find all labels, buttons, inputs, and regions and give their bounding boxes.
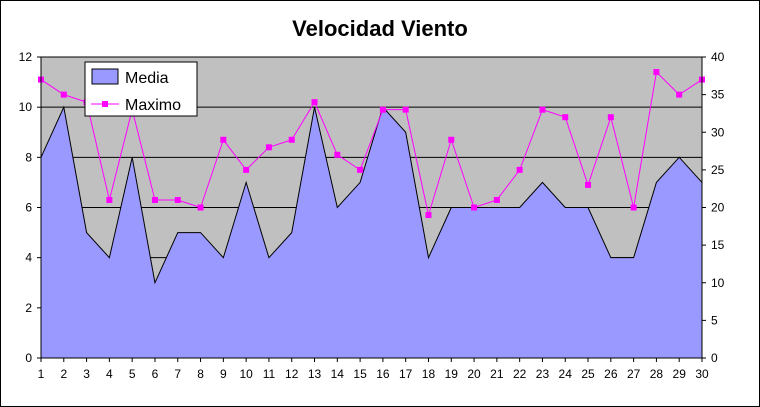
x-tick-label-8: 8: [197, 367, 204, 381]
maximo-marker-23: [539, 106, 546, 113]
legend-label-media: Media: [125, 70, 169, 87]
x-tick-label-3: 3: [83, 367, 90, 381]
x-tick-label-7: 7: [174, 367, 181, 381]
maximo-marker-20: [471, 204, 478, 211]
x-tick-label-9: 9: [220, 367, 227, 381]
maximo-marker-4: [106, 196, 113, 203]
x-tick-label-16: 16: [376, 367, 390, 381]
maximo-marker-29: [676, 91, 683, 98]
right-tick-label-20: 20: [711, 201, 725, 215]
right-tick-label-15: 15: [711, 238, 725, 252]
x-tick-label-22: 22: [513, 367, 527, 381]
right-tick-label-0: 0: [711, 351, 718, 365]
chart-title: Velocidad Viento: [292, 16, 468, 41]
maximo-marker-26: [607, 114, 614, 121]
right-tick-label-40: 40: [711, 50, 725, 64]
right-tick-label-30: 30: [711, 125, 725, 139]
left-tick-label-4: 4: [25, 251, 32, 265]
maximo-marker-16: [379, 106, 386, 113]
maximo-marker-11: [265, 144, 272, 151]
legend-marker-maximo: [102, 101, 108, 107]
x-tick-label-15: 15: [353, 367, 367, 381]
maximo-marker-6: [151, 196, 158, 203]
x-tick-label-1: 1: [38, 367, 45, 381]
x-tick-label-25: 25: [581, 367, 595, 381]
x-tick-label-14: 14: [331, 367, 345, 381]
x-tick-label-6: 6: [152, 367, 159, 381]
maximo-line: [40, 71, 703, 218]
x-tick-label-11: 11: [263, 367, 276, 381]
x-tick-label-30: 30: [695, 367, 709, 381]
x-tick-label-4: 4: [106, 367, 113, 381]
maximo-marker-7: [174, 196, 181, 203]
x-tick-label-29: 29: [673, 367, 687, 381]
maximo-marker-2: [60, 91, 67, 98]
maximo-marker-9: [220, 136, 227, 143]
right-tick-label-25: 25: [711, 163, 725, 177]
x-tick-label-10: 10: [239, 367, 253, 381]
maximo-marker-24: [562, 114, 569, 121]
maximo-marker-17: [402, 106, 409, 113]
right-tick-label-5: 5: [711, 313, 718, 327]
left-tick-label-2: 2: [25, 301, 32, 315]
x-tick-label-19: 19: [445, 367, 459, 381]
maximo-marker-8: [197, 204, 204, 211]
left-tick-label-8: 8: [25, 150, 32, 164]
left-tick-label-10: 10: [19, 100, 33, 114]
left-tick-label-0: 0: [25, 351, 32, 365]
x-tick-label-21: 21: [490, 367, 504, 381]
x-tick-label-18: 18: [422, 367, 436, 381]
left-tick-label-12: 12: [19, 50, 33, 64]
x-tick-label-20: 20: [467, 367, 481, 381]
maximo-marker-14: [334, 151, 341, 158]
x-tick-label-5: 5: [129, 367, 136, 381]
legend: Media Maximo: [84, 61, 198, 117]
x-tick-label-24: 24: [559, 367, 573, 381]
maximo-marker-25: [585, 181, 592, 188]
x-tick-label-12: 12: [285, 367, 299, 381]
right-tick-label-35: 35: [711, 88, 725, 102]
x-tick-label-23: 23: [536, 367, 550, 381]
x-tick-label-17: 17: [399, 367, 413, 381]
x-tick-label-26: 26: [604, 367, 618, 381]
maximo-marker-22: [516, 166, 523, 173]
legend-swatch-media: [91, 68, 119, 85]
right-tick-label-10: 10: [711, 276, 725, 290]
x-tick-label-27: 27: [627, 367, 641, 381]
x-tick-label-28: 28: [650, 367, 664, 381]
maximo-marker-19: [448, 136, 455, 143]
maximo-marker-12: [288, 136, 295, 143]
left-tick-label-6: 6: [25, 201, 32, 215]
legend-label-maximo: Maximo: [125, 97, 181, 114]
maximo-marker-15: [357, 166, 364, 173]
maximo-marker-18: [425, 212, 432, 219]
maximo-marker-13: [311, 99, 318, 106]
x-tick-label-13: 13: [308, 367, 322, 381]
maximo-marker-21: [493, 196, 500, 203]
maximo-marker-27: [630, 204, 637, 211]
maximo-marker-28: [653, 69, 660, 76]
maximo-marker-10: [243, 166, 250, 173]
x-tick-label-2: 2: [60, 367, 67, 381]
